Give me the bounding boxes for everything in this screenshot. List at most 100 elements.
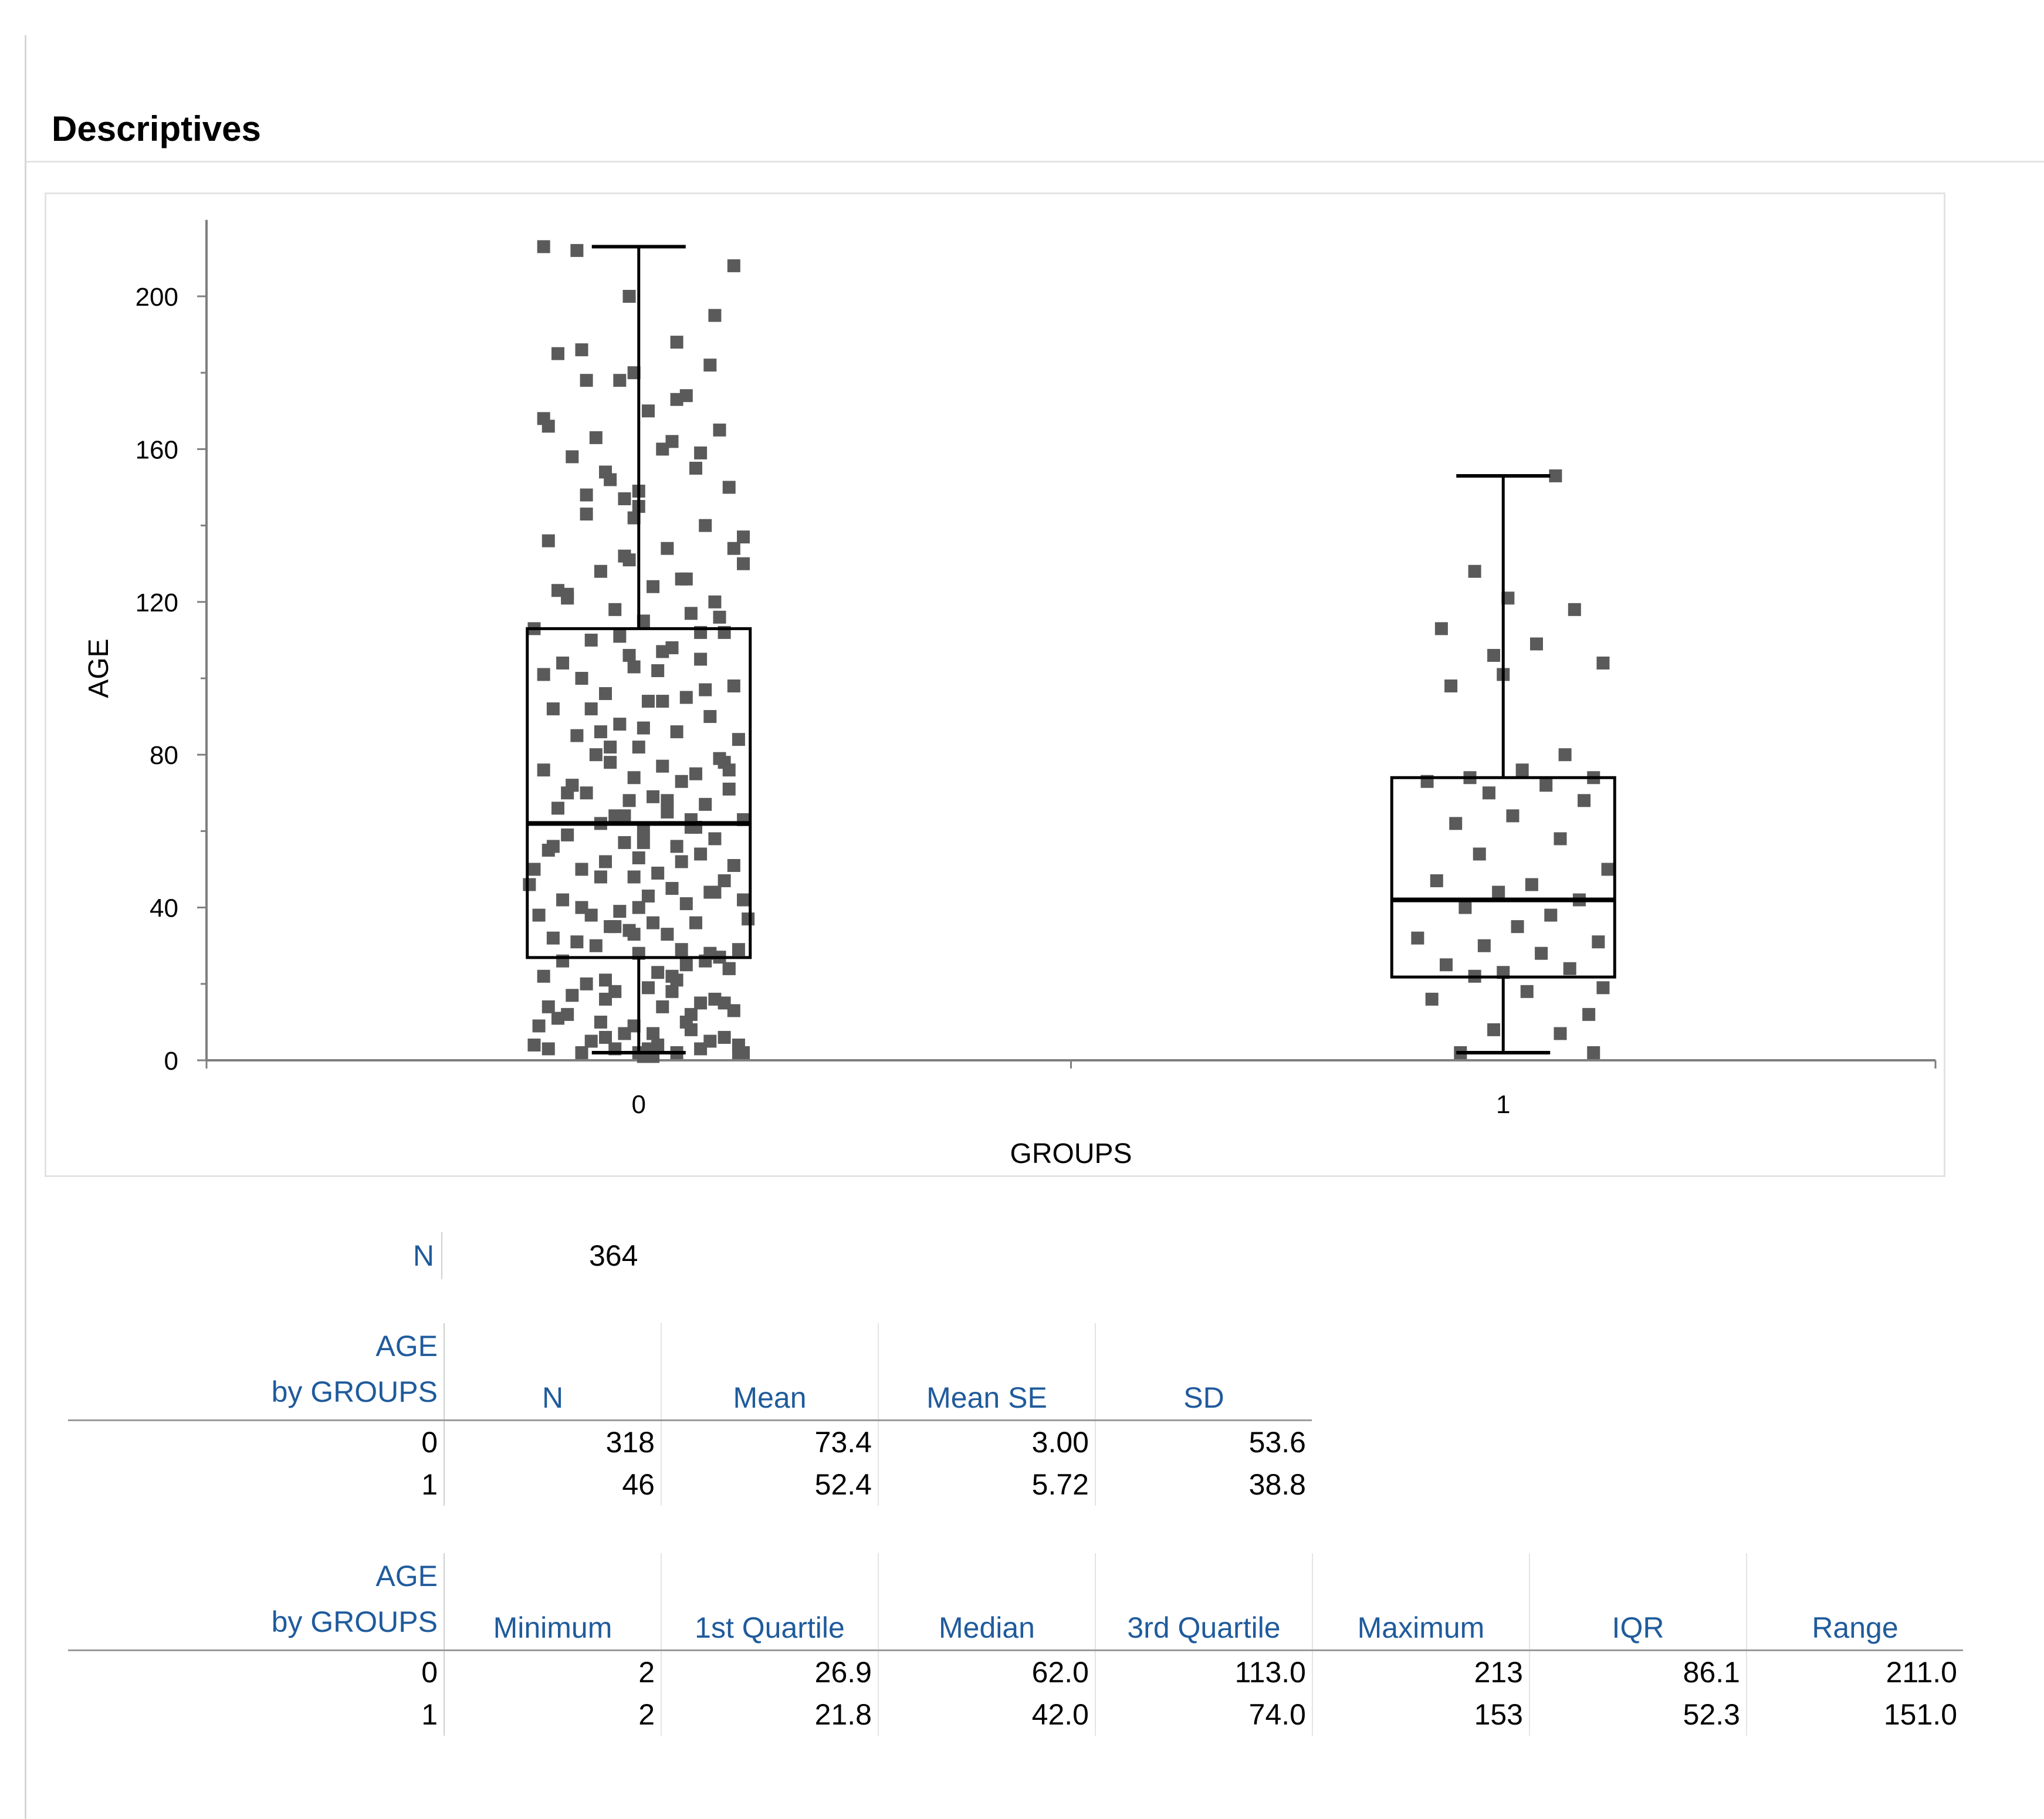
data-point (1535, 946, 1548, 960)
data-point (542, 420, 555, 433)
data-point (551, 802, 564, 815)
data-point (718, 996, 731, 1010)
data-point (1492, 885, 1505, 899)
data-point (594, 564, 607, 578)
data-point (1554, 1027, 1567, 1040)
data-point (708, 309, 722, 322)
data-point (1430, 874, 1443, 888)
data-point (599, 855, 612, 868)
table-cell: 53.6 (1095, 1420, 1312, 1463)
data-point (1596, 656, 1610, 670)
data-point (1425, 992, 1439, 1006)
data-point (599, 465, 612, 479)
column-header: IQR (1529, 1553, 1747, 1651)
data-point (689, 461, 703, 475)
table-row: 0 2 26.9 62.0 113.0 213 86.1 211.0 (68, 1650, 1963, 1693)
data-point (647, 580, 660, 593)
data-point (661, 542, 674, 555)
data-point (542, 1000, 555, 1013)
data-point (718, 1030, 731, 1044)
data-point (675, 855, 688, 868)
data-point (699, 683, 712, 697)
descriptives-table-quartiles: AGE by GROUPS Minimum 1st Quartile Media… (68, 1553, 1963, 1736)
data-point (1520, 985, 1534, 998)
data-point (1458, 901, 1472, 914)
data-point (1563, 962, 1576, 975)
data-point (689, 916, 703, 929)
row-group-label: 1 (68, 1463, 445, 1506)
data-point (584, 1034, 598, 1048)
data-point (608, 603, 622, 616)
chart-frame: 0 40 80 120 160 200 0 1 GROUPS AGE (45, 192, 1945, 1177)
data-point (637, 614, 650, 628)
data-point (575, 343, 588, 357)
data-point (1511, 920, 1524, 934)
data-point (627, 660, 641, 674)
data-point (532, 1019, 546, 1033)
data-point (580, 786, 593, 800)
data-point (546, 702, 560, 716)
data-point (727, 679, 740, 693)
data-point (647, 916, 660, 929)
table-cell: 52.4 (661, 1463, 878, 1506)
x-axis-label: GROUPS (1010, 1138, 1132, 1169)
data-point (732, 1046, 745, 1059)
box-iqr (1390, 776, 1616, 979)
data-point (737, 557, 750, 570)
column-header: Range (1746, 1553, 1963, 1651)
data-point (613, 718, 627, 731)
box-plot-chart: 0 40 80 120 160 200 0 1 GROUPS AGE (83, 219, 1937, 1169)
table-cell: 213 (1312, 1650, 1529, 1693)
column-header: N (444, 1323, 661, 1421)
data-point (641, 695, 655, 708)
data-point (656, 645, 669, 658)
table-cell: 62.0 (878, 1650, 1095, 1693)
data-point (679, 691, 693, 704)
data-point (561, 786, 574, 800)
data-point (1601, 863, 1615, 876)
data-point (1439, 958, 1453, 972)
data-point (566, 450, 579, 464)
data-point (546, 840, 560, 853)
table-cell: 2 (444, 1650, 661, 1693)
table-cell: 5.72 (878, 1463, 1095, 1506)
header-variable: AGE (375, 1330, 438, 1362)
data-point (532, 908, 546, 922)
data-point (542, 534, 555, 547)
data-point (703, 359, 717, 372)
data-point (679, 1015, 693, 1029)
data-point (618, 1027, 631, 1040)
data-point (1477, 939, 1491, 952)
header-grouping: by GROUPS (271, 1375, 438, 1408)
table-header-row: AGE by GROUPS N Mean Mean SE SD (68, 1323, 1312, 1421)
data-point (604, 741, 617, 754)
data-point (551, 1012, 564, 1025)
data-point (651, 966, 665, 979)
data-point (670, 840, 683, 853)
header-variable: AGE (375, 1560, 438, 1593)
data-point (537, 969, 550, 983)
data-point (675, 943, 688, 956)
data-point (584, 702, 598, 716)
data-point (551, 584, 564, 597)
table-cell: 113.0 (1095, 1650, 1312, 1693)
section-title: Descriptives (52, 109, 261, 148)
data-point (570, 729, 584, 742)
y-tick-label: 120 (136, 589, 178, 617)
data-point (566, 989, 579, 1002)
data-point (1515, 763, 1529, 777)
data-point (594, 725, 607, 739)
data-point (1482, 786, 1495, 800)
data-point (632, 851, 645, 864)
data-point (656, 759, 669, 773)
data-point (537, 763, 550, 777)
data-point (694, 847, 708, 861)
data-point (670, 393, 683, 406)
data-point (651, 664, 665, 677)
data-point (542, 1042, 555, 1056)
x-tick-label: 1 (1496, 1090, 1510, 1119)
data-point (665, 985, 679, 998)
table-cell: 2 (444, 1693, 661, 1736)
data-point (661, 928, 674, 941)
data-point (537, 240, 550, 253)
